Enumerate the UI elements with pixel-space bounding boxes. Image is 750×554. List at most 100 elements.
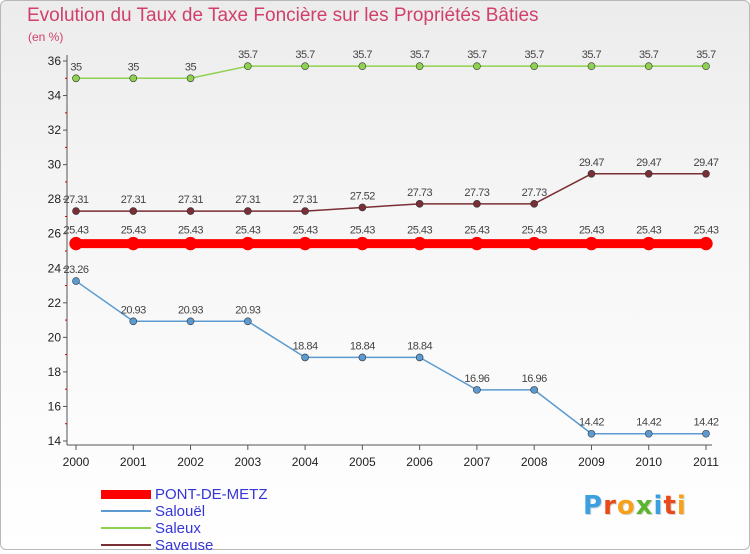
data-label: 25.43 [693,225,718,237]
data-point [412,236,427,251]
chart-title: Evolution du Taux de Taxe Foncière sur l… [27,5,539,26]
data-label: 25.43 [464,225,489,237]
y-axis-unit-label: (en %) [28,30,64,44]
axes: 14 16 18 20 22 24 26 28 30 32 34 36 2000 2001 2002 2003… [48,54,720,469]
data-point [298,236,312,251]
data-point [415,200,424,208]
data-label: 25.43 [350,225,375,237]
data-point [527,236,541,251]
legend-label: PONT-DE-METZ [155,486,268,503]
data-point [530,386,538,394]
data-point [587,169,596,178]
data-point [415,353,424,362]
data-label: 25.43 [121,225,146,237]
y-tick-label: 14 [48,434,62,448]
data-label: 35.7 [696,49,716,61]
data-label: 25.43 [63,225,88,237]
data-point [301,353,309,362]
x-tick-label: 2001 [120,455,147,469]
data-point [129,74,138,83]
data-label: 35.7 [353,49,373,61]
data-point [355,236,370,251]
data-label: 14.42 [693,417,718,429]
series-0: 25.43 25.43 25.43 25.43 25.43 25.43 25.43 25.43… [63,225,719,251]
data-label: 29.47 [636,157,661,169]
series-line [76,65,706,80]
legend-label: Saveuse [155,537,214,554]
data-point [702,169,710,178]
data-point [358,203,367,212]
data-point [473,200,481,208]
x-tick-label: 2007 [464,455,491,469]
data-point [641,236,656,251]
data-label: 27.52 [350,190,375,202]
data-label: 25.43 [293,225,318,237]
data-label: 23.26 [63,264,88,276]
data-label: 14.42 [636,417,661,429]
y-tick-label: 36 [48,54,62,68]
legend-swatch [101,527,151,529]
data-point [644,62,653,70]
data-point [244,207,252,215]
series-line [75,280,706,435]
data-point [241,236,255,251]
data-point [126,236,141,251]
y-tick-label: 24 [48,261,62,275]
data-label: 16.96 [522,373,547,385]
data-label: 35.7 [582,49,602,61]
x-tick-label: 2003 [234,455,261,469]
series-2: 35 35 35 35.7 35.7 35.7 35.7 35.7 35.7 35.7 35.7 35… [70,49,717,83]
data-point [587,429,596,438]
data-label: 27.73 [407,187,432,199]
data-point [644,169,653,178]
data-point [244,62,252,70]
series-1: 23.26 20.93 20.93 20.93 18.84 18.84 18.84 16.96… [63,264,719,438]
data-point [530,200,538,208]
data-label: 25.43 [235,225,260,237]
data-label: 35.7 [639,49,659,61]
x-tick-label: 2000 [63,455,90,469]
data-point [301,62,309,70]
x-tick-label: 2011 [693,455,719,469]
data-label: 35 [70,61,82,73]
data-point [358,62,367,70]
x-tick-label: 2005 [349,455,376,469]
data-point [186,207,195,215]
data-point [530,62,538,70]
legend-swatch [101,544,151,546]
data-point [644,429,653,438]
data-label: 35.7 [295,49,315,61]
data-point [244,317,252,326]
data-label: 27.31 [63,194,88,206]
data-label: 27.31 [293,194,318,206]
data-label: 20.93 [235,304,260,316]
y-tick-label: 30 [48,158,62,172]
data-point [186,317,195,326]
data-label: 20.93 [178,304,203,316]
series-line [76,173,706,212]
data-label: 25.43 [178,225,203,237]
data-label: 35 [128,61,140,73]
x-tick-label: 2008 [521,455,548,469]
legend-label: Saleux [155,520,201,537]
data-label: 35 [185,61,197,73]
data-label: 35.7 [524,49,544,61]
data-label: 18.84 [407,340,432,352]
y-tick-label: 20 [48,330,62,344]
x-tick-label: 2006 [406,455,433,469]
data-label: 18.84 [293,340,318,352]
data-point [183,236,198,251]
y-tick-label: 26 [48,227,62,241]
data-label: 27.73 [522,187,547,199]
data-label: 18.84 [350,340,375,352]
proxiti-logo: Proxiti [583,491,687,521]
legend-swatch [101,510,151,512]
data-label: 25.43 [522,225,547,237]
data-point [72,207,80,215]
y-tick-label: 18 [48,365,62,379]
data-point [186,74,195,83]
data-point [473,386,481,394]
data-label: 29.47 [693,157,718,169]
